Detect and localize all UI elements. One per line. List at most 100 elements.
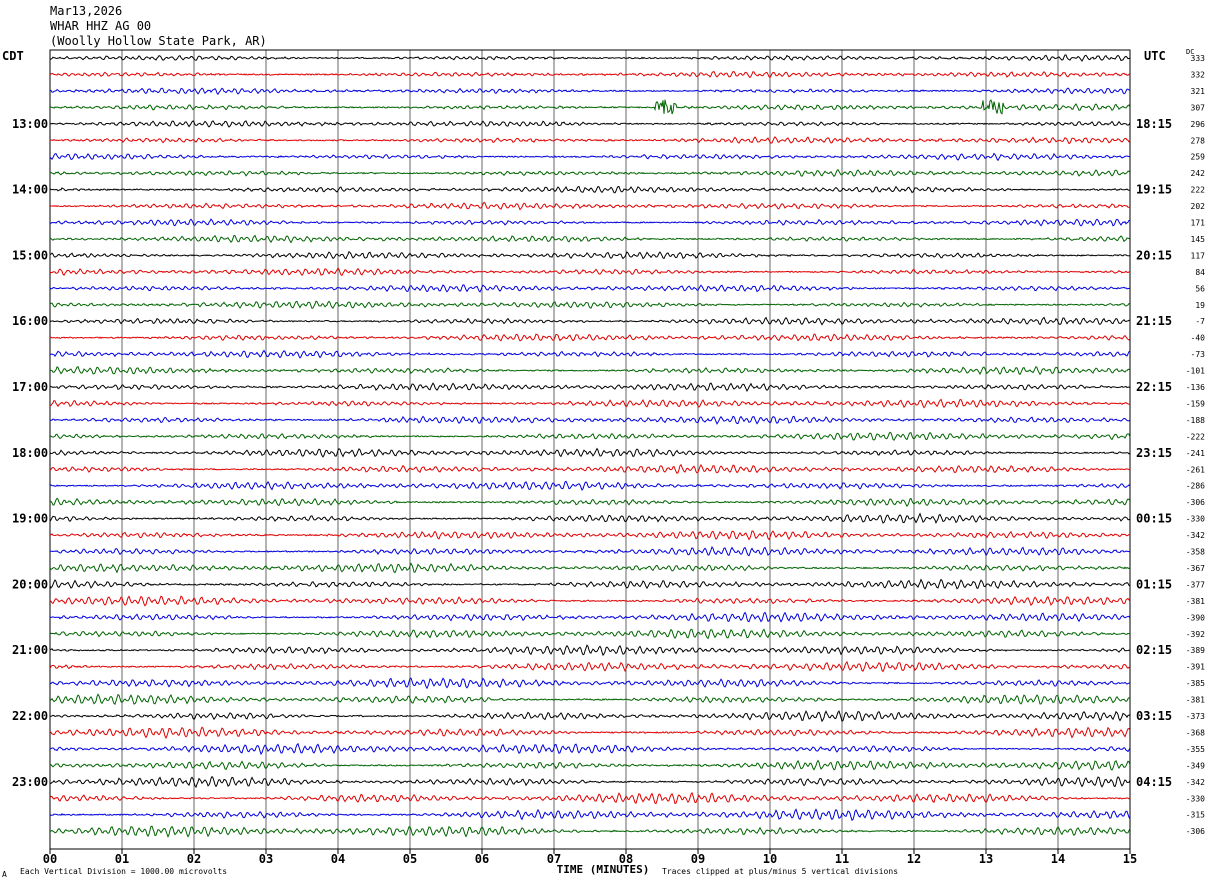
seismic-trace <box>49 300 1131 310</box>
dc-offset-label: -381 <box>1186 696 1205 705</box>
left-hour-label: 22:00 <box>12 709 48 723</box>
dc-offset-label: -391 <box>1186 663 1205 672</box>
seismic-trace <box>49 791 1131 805</box>
x-tick-label: 08 <box>619 852 633 866</box>
dc-offset-label: -101 <box>1186 367 1205 376</box>
right-timezone-label: UTC <box>1144 49 1166 63</box>
seismic-trace <box>49 660 1131 673</box>
x-tick-label: 05 <box>403 852 417 866</box>
right-hour-label: 01:15 <box>1136 577 1172 591</box>
seismic-trace <box>49 71 1131 79</box>
seismic-trace <box>49 742 1131 756</box>
x-tick-label: 04 <box>331 852 345 866</box>
left-hour-label: 16:00 <box>12 314 48 328</box>
dc-offset-label: -40 <box>1191 334 1206 343</box>
dc-offset-label: -306 <box>1186 827 1205 836</box>
corner-mark: A <box>2 870 7 879</box>
x-tick-label: 02 <box>187 852 201 866</box>
dc-offset-label: -188 <box>1186 416 1205 425</box>
plot-frame <box>49 49 1131 850</box>
dc-offset-label: 84 <box>1195 268 1205 277</box>
right-hour-label: 03:15 <box>1136 709 1172 723</box>
dc-offset-label: 296 <box>1191 120 1206 129</box>
x-tick-label: 06 <box>475 852 489 866</box>
dc-offset-header: DC <box>1186 48 1195 56</box>
dc-offset-label: 242 <box>1191 169 1206 178</box>
seismic-trace <box>49 545 1131 557</box>
left-hour-label: 14:00 <box>12 183 48 197</box>
seismic-trace <box>49 349 1131 359</box>
seismic-trace <box>49 152 1131 162</box>
dc-offset-label: 145 <box>1191 235 1206 244</box>
seismic-trace <box>49 251 1131 260</box>
seismic-trace <box>49 775 1131 789</box>
seismic-trace <box>49 825 1131 838</box>
seismic-trace <box>49 54 1131 62</box>
seismic-trace <box>49 759 1131 771</box>
dc-offset-label: 222 <box>1191 186 1206 195</box>
scale-note: Each Vertical Division = 1000.00 microvo… <box>20 867 228 876</box>
seismic-trace <box>49 398 1131 409</box>
seismic-trace <box>49 284 1131 293</box>
seismic-trace <box>49 710 1131 723</box>
dc-offset-label: -367 <box>1186 564 1205 573</box>
right-hour-label: 04:15 <box>1136 775 1172 789</box>
dc-offset-label: -368 <box>1186 728 1205 737</box>
seismic-trace <box>49 234 1131 244</box>
seismic-trace <box>49 512 1131 525</box>
dc-offset-label: -136 <box>1186 383 1205 392</box>
seismic-trace <box>49 316 1131 326</box>
dc-offset-label: -241 <box>1186 449 1205 458</box>
x-tick-label: 07 <box>547 852 561 866</box>
seismic-trace <box>50 611 1131 623</box>
dc-offset-label: -390 <box>1186 613 1205 622</box>
time-grid <box>49 49 1131 850</box>
seismic-trace <box>49 415 1131 425</box>
dc-offset-label: -381 <box>1186 597 1205 606</box>
seismic-trace <box>49 693 1131 706</box>
seismic-trace <box>49 497 1131 508</box>
x-tick-label: 14 <box>1051 852 1065 866</box>
dc-offset-label: -222 <box>1186 432 1205 441</box>
dc-offset-label: -306 <box>1186 498 1205 507</box>
station-code: WHAR HHZ AG 00 <box>50 19 152 33</box>
seismic-trace <box>49 677 1131 690</box>
left-hour-label: 19:00 <box>12 512 48 526</box>
seismic-trace <box>49 87 1131 96</box>
seismic-trace <box>49 463 1131 474</box>
x-tick-label: 15 <box>1123 852 1137 866</box>
dc-offset-label: 259 <box>1191 153 1206 162</box>
x-tick-label: 09 <box>691 852 705 866</box>
dc-offset-label: -385 <box>1186 679 1205 688</box>
dc-offset-label: 321 <box>1191 87 1206 96</box>
dc-offset-label: -315 <box>1186 811 1205 820</box>
seismic-trace <box>49 333 1131 342</box>
dc-offset-label: -261 <box>1186 465 1205 474</box>
seismic-trace <box>49 267 1131 277</box>
right-hour-label: 20:15 <box>1136 248 1172 262</box>
x-tick-label: 11 <box>835 852 849 866</box>
x-axis-title: TIME (MINUTES) <box>557 863 650 876</box>
dc-offset-label: -349 <box>1186 761 1205 770</box>
x-tick-label: 12 <box>907 852 921 866</box>
left-hour-label: 23:00 <box>12 775 48 789</box>
x-tick-label: 10 <box>763 852 777 866</box>
right-hour-label: 23:15 <box>1136 446 1172 460</box>
dc-offset-label: -286 <box>1186 482 1205 491</box>
dc-offset-label: -73 <box>1191 350 1206 359</box>
right-hour-labels: 18:15 19:15 20:15 21:15 22:15 23:15 00:15 01:15… <box>1136 117 1172 789</box>
dc-offset-label: -330 <box>1186 794 1205 803</box>
left-hour-labels: 13:00 14:00 15:00 16:00 17:00 18:00 19:00 20:00… <box>12 117 48 789</box>
seismic-trace <box>49 628 1131 640</box>
dc-offset-label: 202 <box>1191 202 1206 211</box>
x-tick-label: 03 <box>259 852 273 866</box>
dc-offset-labels: 333 332 321 307 296 278 259 242 222 202 171 145 117 8… <box>1186 54 1205 836</box>
dc-offset-label: 332 <box>1191 70 1206 79</box>
right-hour-label: 19:15 <box>1136 183 1172 197</box>
left-hour-label: 20:00 <box>12 577 48 591</box>
dc-offset-label: 333 <box>1191 54 1206 63</box>
seismic-trace <box>49 120 1131 128</box>
seismic-trace <box>49 168 1131 178</box>
station-location: (Woolly Hollow State Park, AR) <box>50 34 267 48</box>
seismic-trace <box>49 480 1131 492</box>
